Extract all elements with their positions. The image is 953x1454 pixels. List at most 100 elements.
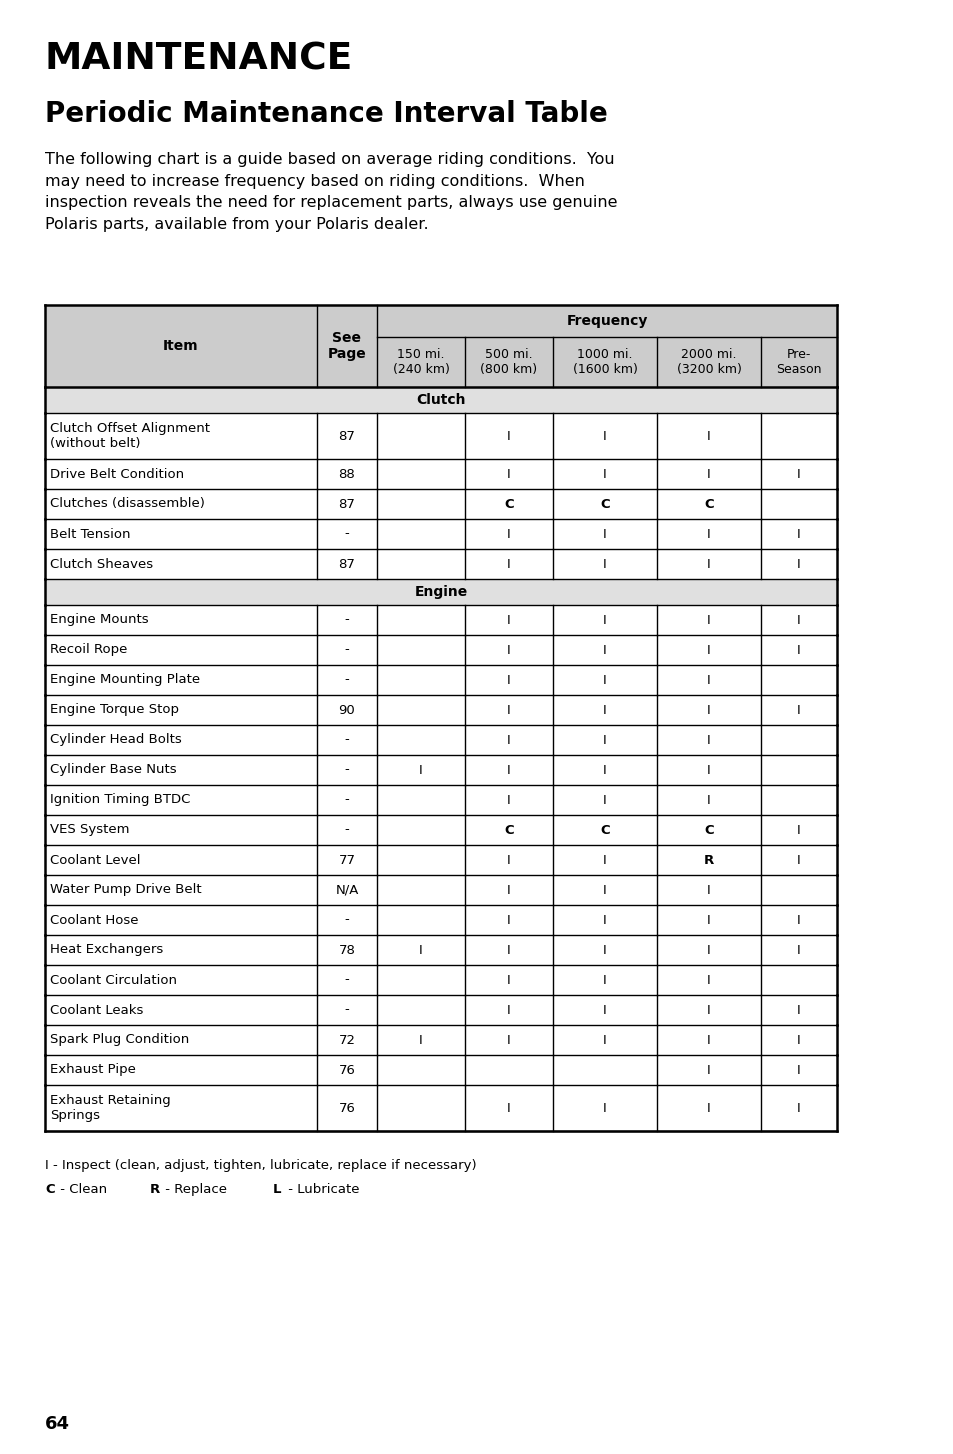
Text: Belt Tension: Belt Tension [50, 528, 131, 541]
Text: I: I [507, 1034, 511, 1047]
Text: 2000 mi.
(3200 km): 2000 mi. (3200 km) [676, 348, 740, 377]
Text: I: I [507, 468, 511, 480]
Text: -: - [344, 913, 349, 926]
Text: I: I [706, 794, 710, 807]
Text: I: I [797, 528, 800, 541]
Text: C: C [599, 823, 609, 836]
Text: I: I [602, 913, 606, 926]
Text: I: I [797, 944, 800, 957]
Text: I: I [602, 557, 606, 570]
Text: -: - [344, 974, 349, 986]
Text: MAINTENANCE: MAINTENANCE [45, 42, 353, 79]
Text: I: I [706, 1003, 710, 1016]
Text: I: I [797, 1034, 800, 1047]
Text: I: I [706, 884, 710, 897]
Text: I: I [602, 1102, 606, 1115]
Text: I: I [602, 673, 606, 686]
Text: I: I [602, 644, 606, 657]
Text: I: I [418, 944, 422, 957]
Text: I: I [706, 557, 710, 570]
Text: 78: 78 [338, 944, 355, 957]
Text: I: I [797, 853, 800, 867]
Text: VES System: VES System [50, 823, 130, 836]
Text: -: - [344, 733, 349, 746]
Text: L: L [273, 1184, 281, 1197]
Text: I: I [507, 704, 511, 717]
Text: I: I [706, 1034, 710, 1047]
Text: Periodic Maintenance Interval Table: Periodic Maintenance Interval Table [45, 100, 607, 128]
Text: I: I [706, 974, 710, 986]
Text: I: I [706, 644, 710, 657]
Text: I: I [602, 704, 606, 717]
Text: C: C [503, 823, 514, 836]
Text: I: I [797, 704, 800, 717]
Text: I: I [602, 944, 606, 957]
Text: I: I [797, 614, 800, 627]
Text: The following chart is a guide based on average riding conditions.  You
may need: The following chart is a guide based on … [45, 153, 617, 231]
Bar [45, 387, 836, 413]
Text: -: - [344, 614, 349, 627]
Text: Clutch Sheaves: Clutch Sheaves [50, 557, 153, 570]
Text: R: R [150, 1184, 160, 1197]
Text: Coolant Circulation: Coolant Circulation [50, 974, 177, 986]
Text: Engine Mounts: Engine Mounts [50, 614, 149, 627]
Text: I: I [706, 763, 710, 776]
Text: I: I [602, 733, 606, 746]
Text: I - Inspect (clean, adjust, tighten, lubricate, replace if necessary): I - Inspect (clean, adjust, tighten, lub… [45, 1159, 476, 1172]
Text: Frequency: Frequency [566, 314, 647, 329]
Text: I: I [706, 944, 710, 957]
Text: I: I [507, 974, 511, 986]
Bar [376, 337, 836, 387]
Text: -: - [344, 528, 349, 541]
Text: R: R [703, 853, 714, 867]
Text: I: I [602, 974, 606, 986]
Text: Ignition Timing BTDC: Ignition Timing BTDC [50, 794, 191, 807]
Text: I: I [507, 644, 511, 657]
Text: Cylinder Base Nuts: Cylinder Base Nuts [50, 763, 176, 776]
Text: Exhaust Pipe: Exhaust Pipe [50, 1063, 135, 1076]
Text: Exhaust Retaining
Springs: Exhaust Retaining Springs [50, 1093, 171, 1122]
Text: I: I [507, 794, 511, 807]
Text: Cylinder Head Bolts: Cylinder Head Bolts [50, 733, 182, 746]
Text: -: - [344, 763, 349, 776]
Text: I: I [507, 853, 511, 867]
Text: I: I [706, 614, 710, 627]
Text: I: I [507, 733, 511, 746]
Text: Pre-
Season: Pre- Season [776, 348, 821, 377]
Text: C: C [45, 1184, 54, 1197]
Text: Heat Exchangers: Heat Exchangers [50, 944, 163, 957]
Text: I: I [797, 913, 800, 926]
Text: Clutch: Clutch [416, 393, 465, 407]
Text: I: I [507, 614, 511, 627]
Text: N/A: N/A [335, 884, 358, 897]
Text: I: I [418, 1034, 422, 1047]
Text: I: I [797, 1063, 800, 1076]
Text: I: I [602, 884, 606, 897]
Text: - Clean: - Clean [56, 1184, 107, 1197]
Text: 64: 64 [45, 1415, 70, 1434]
Text: I: I [507, 528, 511, 541]
Text: I: I [507, 913, 511, 926]
Text: I: I [706, 733, 710, 746]
Text: Drive Belt Condition: Drive Belt Condition [50, 468, 184, 480]
Text: I: I [602, 763, 606, 776]
Text: I: I [507, 1102, 511, 1115]
Text: I: I [706, 429, 710, 442]
Text: I: I [507, 429, 511, 442]
Text: C: C [503, 497, 514, 510]
Text: Water Pump Drive Belt: Water Pump Drive Belt [50, 884, 201, 897]
Text: I: I [602, 468, 606, 480]
Text: I: I [797, 1003, 800, 1016]
Text: 1000 mi.
(1600 km): 1000 mi. (1600 km) [572, 348, 637, 377]
Text: I: I [507, 884, 511, 897]
Bar [45, 305, 376, 387]
Text: I: I [797, 557, 800, 570]
Text: See
Page: See Page [327, 332, 366, 361]
Text: 72: 72 [338, 1034, 355, 1047]
Text: Item: Item [163, 339, 198, 353]
Text: I: I [507, 944, 511, 957]
Text: I: I [797, 823, 800, 836]
Text: I: I [507, 673, 511, 686]
Text: 90: 90 [338, 704, 355, 717]
Text: C: C [703, 823, 713, 836]
